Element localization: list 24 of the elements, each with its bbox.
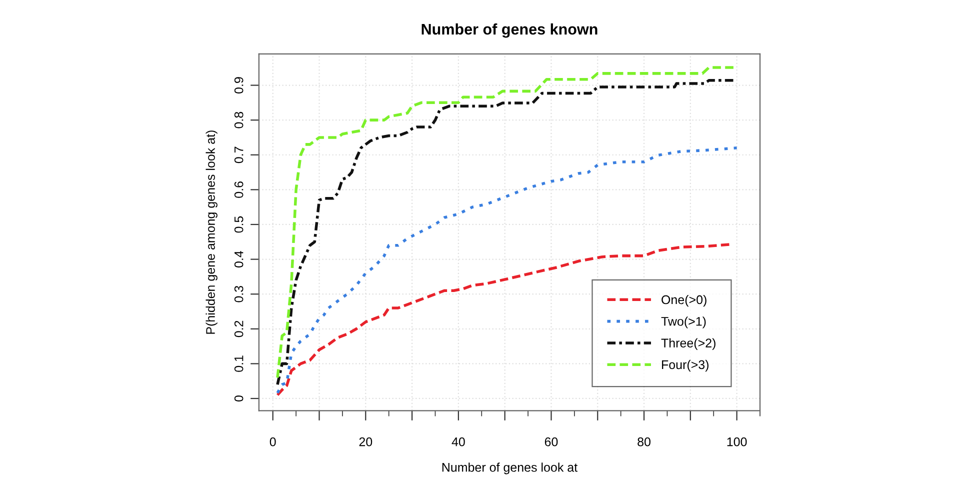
- legend-label: Four(>3): [662, 360, 708, 372]
- y-tick-label: 0: [234, 396, 244, 402]
- legend-label: One(>0): [662, 294, 706, 307]
- x-tick-label: 80: [638, 437, 650, 446]
- y-tick-label: 0.9: [234, 77, 244, 94]
- y-tick-label: 0.1: [234, 356, 244, 372]
- y-tick-label: 0.6: [234, 182, 244, 198]
- line-series: [276, 146, 738, 394]
- y-tick-label: 0.3: [234, 286, 244, 302]
- legend-label: Two(>1): [661, 316, 706, 328]
- x-tick-label: 0: [270, 437, 276, 446]
- legend-label: Three(>2): [661, 338, 716, 350]
- x-tick-label: 100: [727, 437, 747, 446]
- y-tick-label: 0.8: [234, 112, 244, 128]
- x-tick-label: 60: [544, 437, 558, 446]
- y-tick-label: 0.2: [234, 320, 244, 338]
- y-axis-title: P(hidden gene among genes look at): [206, 130, 218, 334]
- x-tick-label: 20: [359, 437, 372, 446]
- x-axis-title: Number of genes look at: [442, 462, 578, 474]
- x-tick-label: 40: [452, 437, 465, 446]
- y-tick-label: 0.5: [234, 216, 244, 233]
- chart-title: Number of genes known: [422, 23, 598, 38]
- y-tick-label: 0.4: [234, 250, 244, 268]
- y-tick-label: 0.7: [234, 146, 244, 164]
